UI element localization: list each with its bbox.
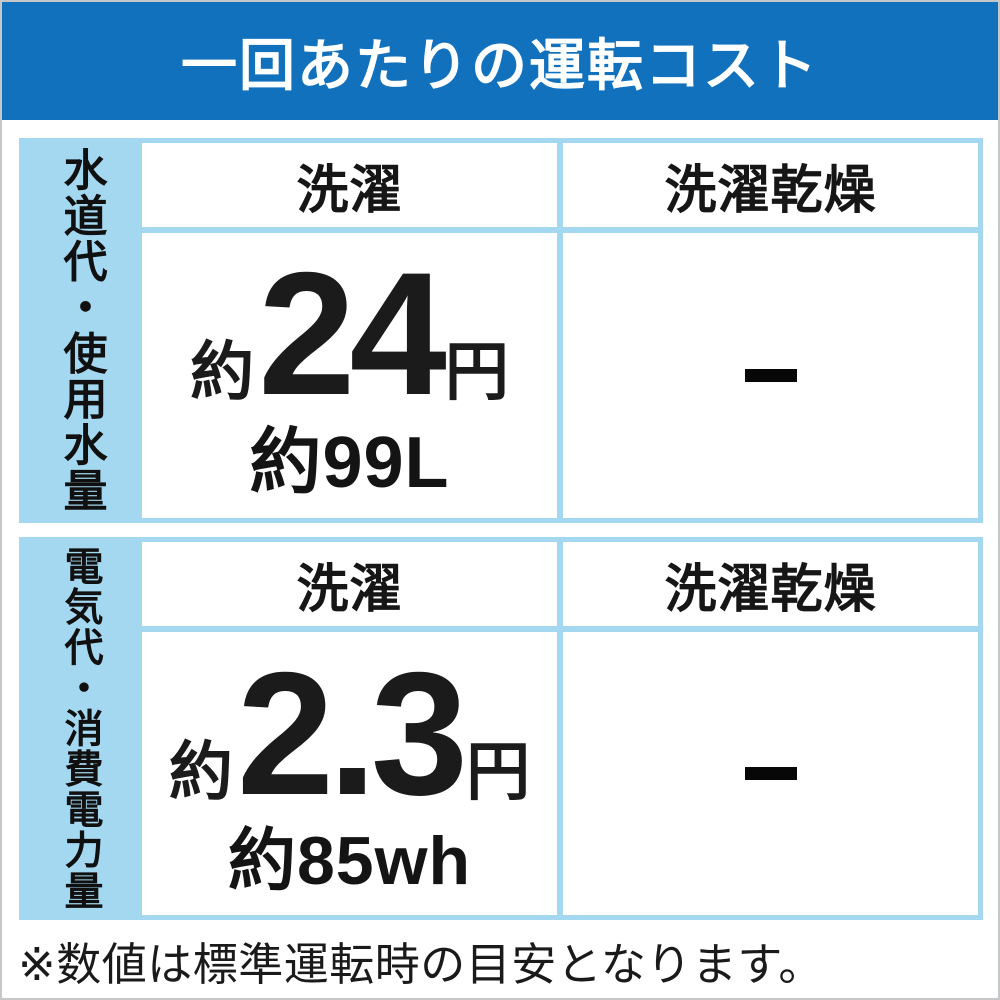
water-wash-cost: 約 24 円 xyxy=(190,237,509,433)
water-col-header-wash-dry: 洗濯乾燥 xyxy=(563,143,978,227)
electricity-wash-dry-value-cell: - xyxy=(563,632,978,915)
electricity-table-grid: 洗濯 洗濯乾燥 約 2.3 円 約85wh - xyxy=(142,542,978,915)
water-col-header-wash: 洗濯 xyxy=(142,143,557,227)
no-value-dash: - xyxy=(744,767,797,780)
water-wash-dry-value-cell: - xyxy=(563,233,978,518)
electricity-wash-cost: 約 2.3 円 xyxy=(168,637,531,833)
water-row-header: 水道代・使用水量 xyxy=(24,143,137,518)
water-usage-amount: 約99L xyxy=(249,422,450,503)
power-consumption-amount: 約85wh xyxy=(227,822,472,899)
electricity-col-header-wash-dry: 洗濯乾燥 xyxy=(563,542,978,626)
water-cost-table: 水道代・使用水量 洗濯 洗濯乾燥 約 24 円 約99L - xyxy=(19,138,983,523)
electricity-wash-value-cell: 約 2.3 円 約85wh xyxy=(142,632,557,915)
footnote: ※数値は標準運転時の目安となります。 xyxy=(18,939,824,990)
title-banner: 一回あたりの運転コスト xyxy=(2,2,998,120)
no-value-dash: - xyxy=(744,369,797,382)
water-wash-value-cell: 約 24 円 約99L xyxy=(142,233,557,518)
electricity-col-header-wash: 洗濯 xyxy=(142,542,557,626)
electricity-cost-number: 2.3 xyxy=(236,637,468,833)
electricity-row-header-label: 電気代・消費電力量 xyxy=(59,545,102,912)
page-title: 一回あたりの運転コスト xyxy=(181,33,819,97)
water-cost-number: 24 xyxy=(258,237,447,433)
water-table-grid: 洗濯 洗濯乾燥 約 24 円 約99L - xyxy=(142,143,978,518)
approx-prefix: 約 xyxy=(168,736,233,809)
water-row-header-label: 水道代・使用水量 xyxy=(56,147,106,514)
electricity-row-header: 電気代・消費電力量 xyxy=(24,542,137,915)
electricity-cost-table: 電気代・消費電力量 洗濯 洗濯乾燥 約 2.3 円 約85wh - xyxy=(19,537,983,920)
approx-prefix: 約 xyxy=(190,336,255,409)
yen-unit: 円 xyxy=(466,736,531,809)
yen-unit: 円 xyxy=(444,336,509,409)
